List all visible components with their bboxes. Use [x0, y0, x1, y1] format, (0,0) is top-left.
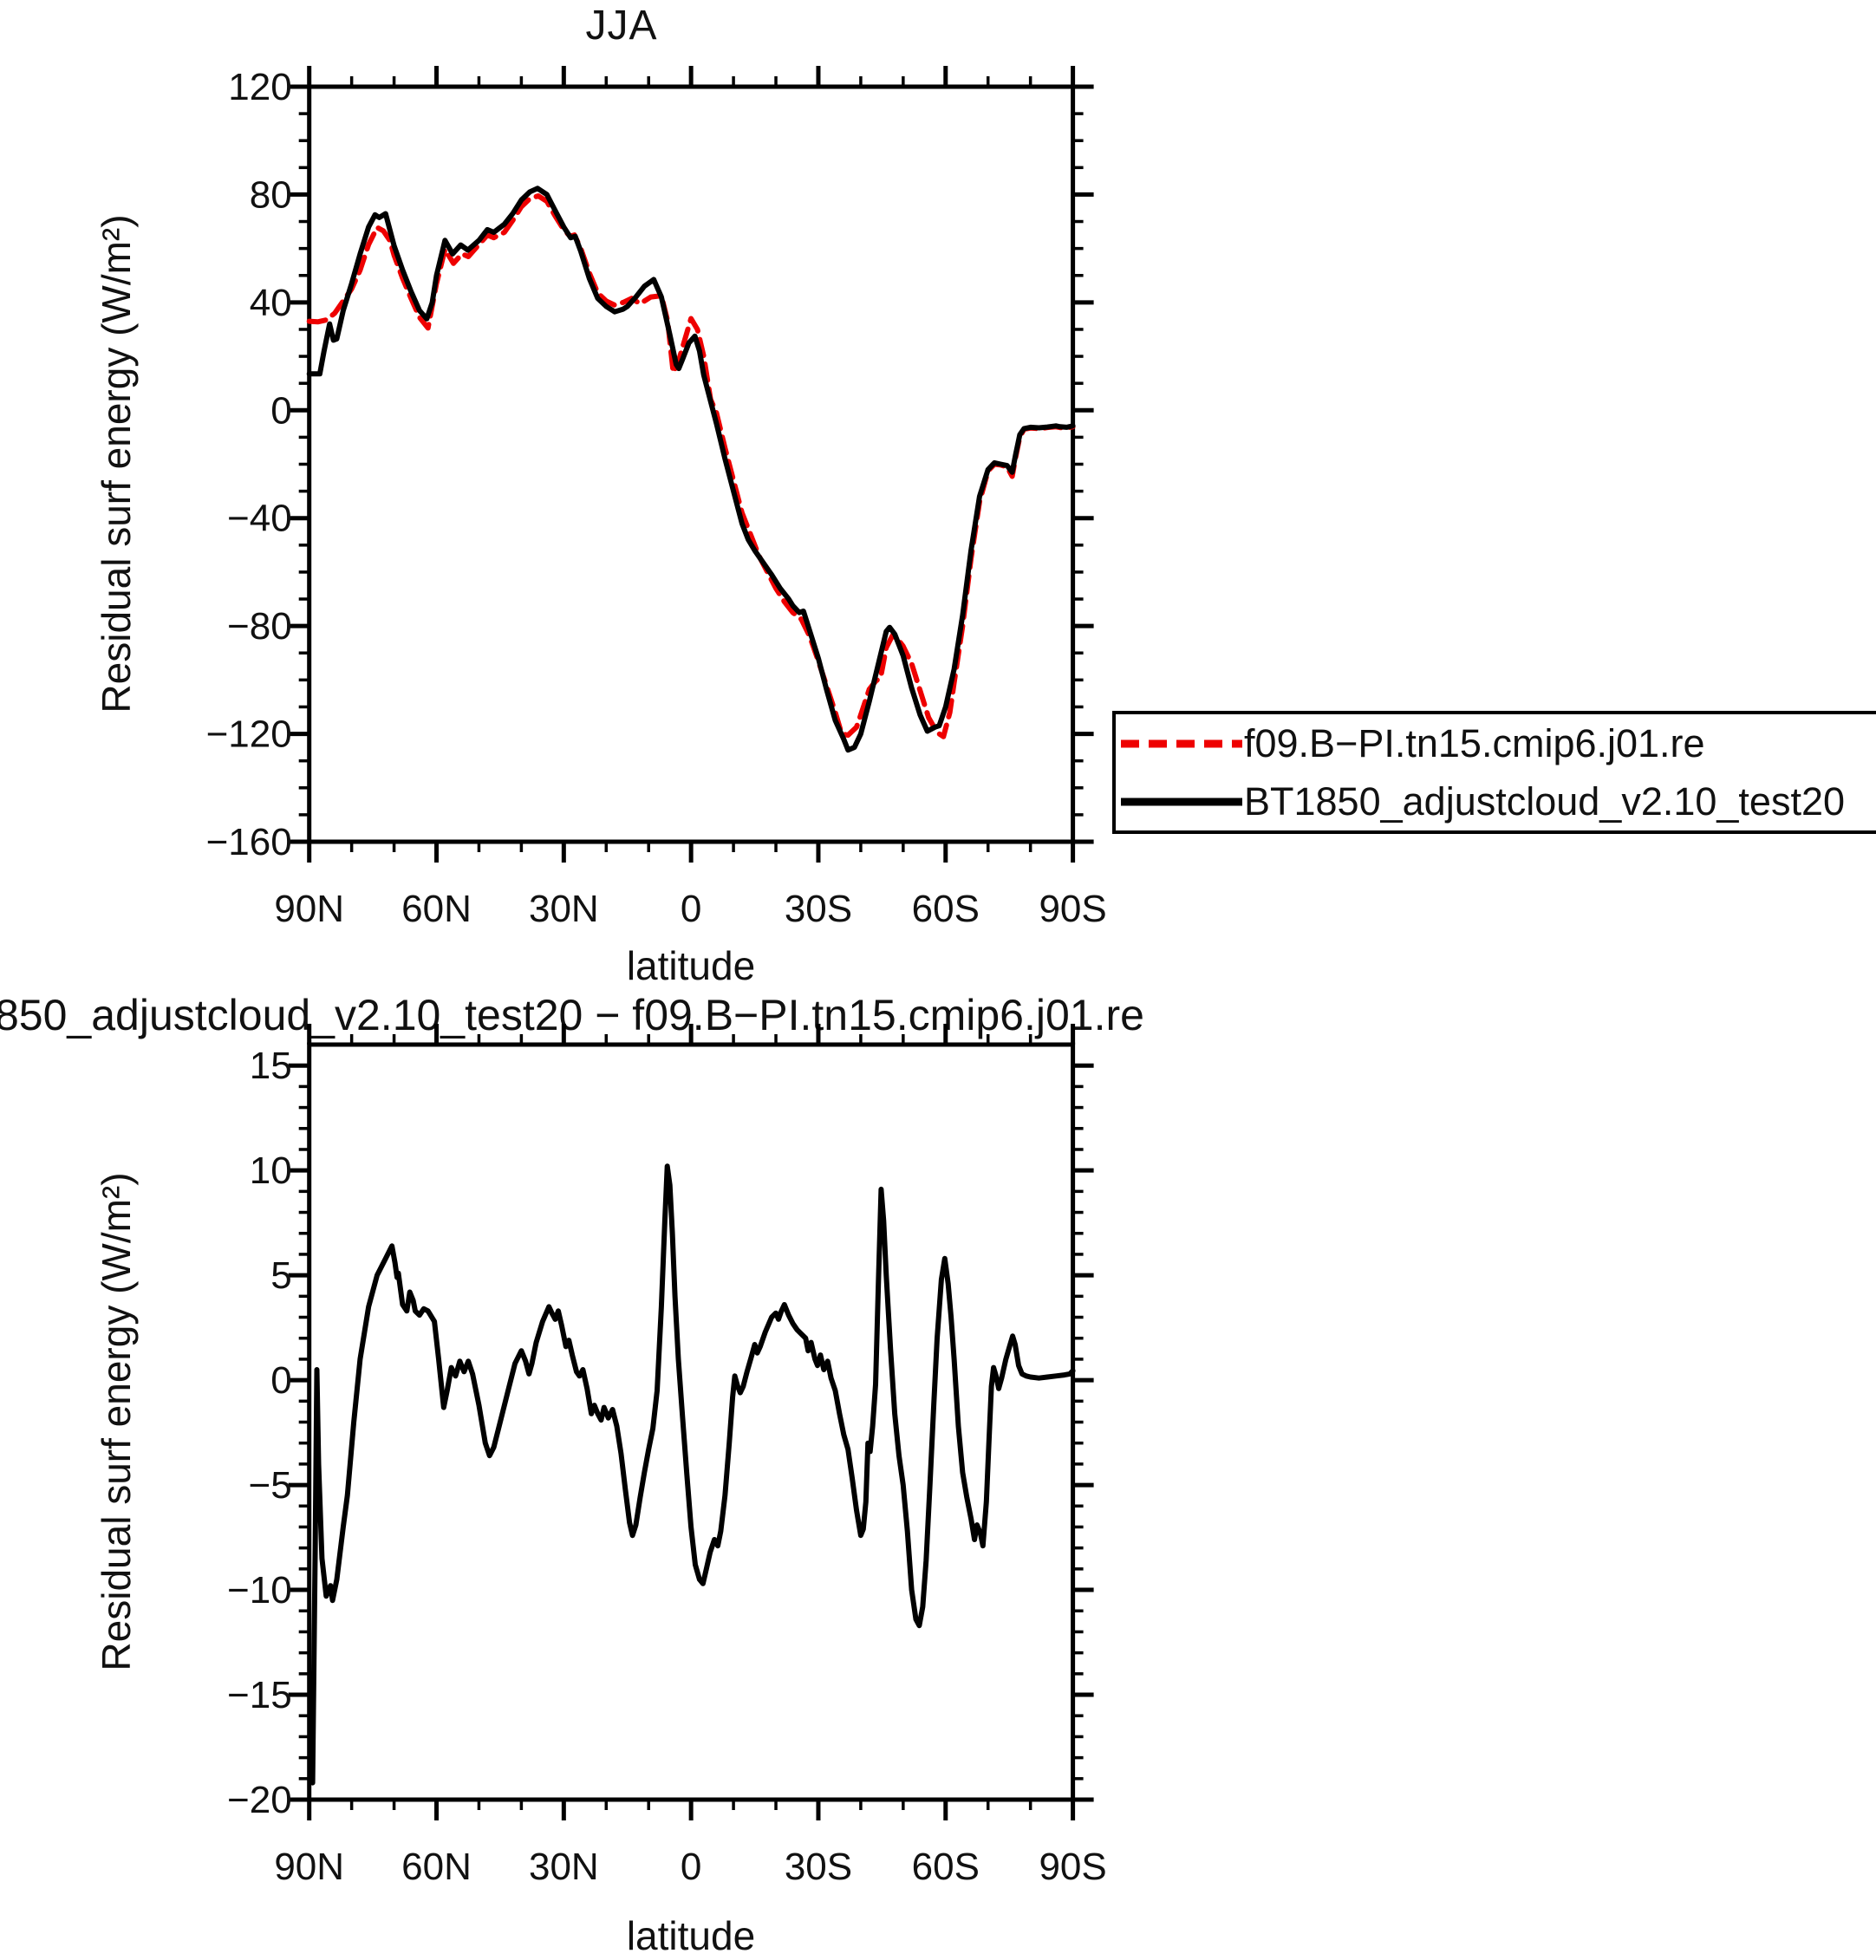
x-tick-label: 90N [274, 888, 344, 930]
bottom-x-axis-label: latitude [627, 1913, 755, 1958]
legend-label-f09: f09.B−PI.tn15.cmip6.j01.re [1244, 720, 1705, 765]
y-tick-label: 15 [250, 1045, 292, 1087]
top-chart-title: JJA [585, 3, 658, 49]
y-tick-label: 80 [250, 173, 292, 216]
black-solid-line-icon [1121, 798, 1242, 805]
y-tick-label: −15 [227, 1674, 292, 1716]
y-tick-label: 120 [228, 66, 291, 108]
plot-frame [307, 84, 1076, 844]
x-tick-label: 30S [785, 888, 852, 930]
legend-entry-bt1850: BT1850_adjustcloud_v2.10_test20 [1116, 773, 1876, 830]
red-dashed-line-icon [1121, 739, 1242, 747]
top-x-axis-label: latitude [627, 943, 755, 988]
x-tick-label: 60S [912, 1846, 980, 1888]
y-tick-label: −160 [206, 821, 292, 863]
x-tick-label: 60N [401, 1846, 472, 1888]
series-line-0-solid [306, 1163, 1076, 1786]
y-tick-label: −120 [206, 713, 292, 756]
y-tick-label: −20 [227, 1779, 292, 1821]
x-tick-label: 30N [529, 888, 599, 930]
x-tick-label: 0 [681, 1846, 701, 1888]
y-tick-label: 0 [270, 1359, 291, 1402]
bottom-y-axis-label: Residual surf energy (W/m²) [94, 1172, 139, 1670]
y-tick-label: −40 [227, 498, 292, 540]
x-tick-label: 90N [274, 1846, 344, 1888]
y-tick-label: 40 [250, 282, 292, 324]
y-tick-label: 10 [250, 1149, 292, 1192]
x-tick-label: 0 [681, 888, 701, 930]
bottom-chart-title: 850_adjustcloud_v2.10_test20 − f09.B−PI.… [0, 991, 1144, 1039]
x-tick-label: 90S [1039, 1846, 1106, 1888]
y-tick-label: −80 [227, 605, 292, 648]
legend: f09.B−PI.tn15.cmip6.j01.re BT1850_adjust… [1112, 711, 1876, 834]
bottom-difference-plot: 90N 60N 30N 0 30S 60S 90S 15 10 5 0 −5 −10 −15 −20 [227, 1024, 1107, 1888]
x-tick-label: 30S [785, 1846, 852, 1888]
top-plot: 90N 60N 30N 0 30S 60S 90S 120 80 40 0 −40 −80 −120 −16… [206, 66, 1107, 930]
legend-entry-f09: f09.B−PI.tn15.cmip6.j01.re [1116, 715, 1876, 772]
x-tick-label: 60N [401, 888, 472, 930]
series-line-1-solid [306, 186, 1076, 753]
y-tick-label: 5 [270, 1254, 291, 1297]
top-y-axis-label: Residual surf energy (W/m²) [94, 214, 139, 713]
x-tick-label: 90S [1039, 888, 1106, 930]
y-tick-label: −10 [227, 1569, 292, 1612]
x-tick-label: 30N [529, 1846, 599, 1888]
y-tick-label: −5 [249, 1464, 292, 1507]
x-tick-label: 60S [912, 888, 980, 930]
legend-label-bt1850: BT1850_adjustcloud_v2.10_test20 [1244, 778, 1846, 824]
y-tick-label: 0 [270, 389, 291, 432]
